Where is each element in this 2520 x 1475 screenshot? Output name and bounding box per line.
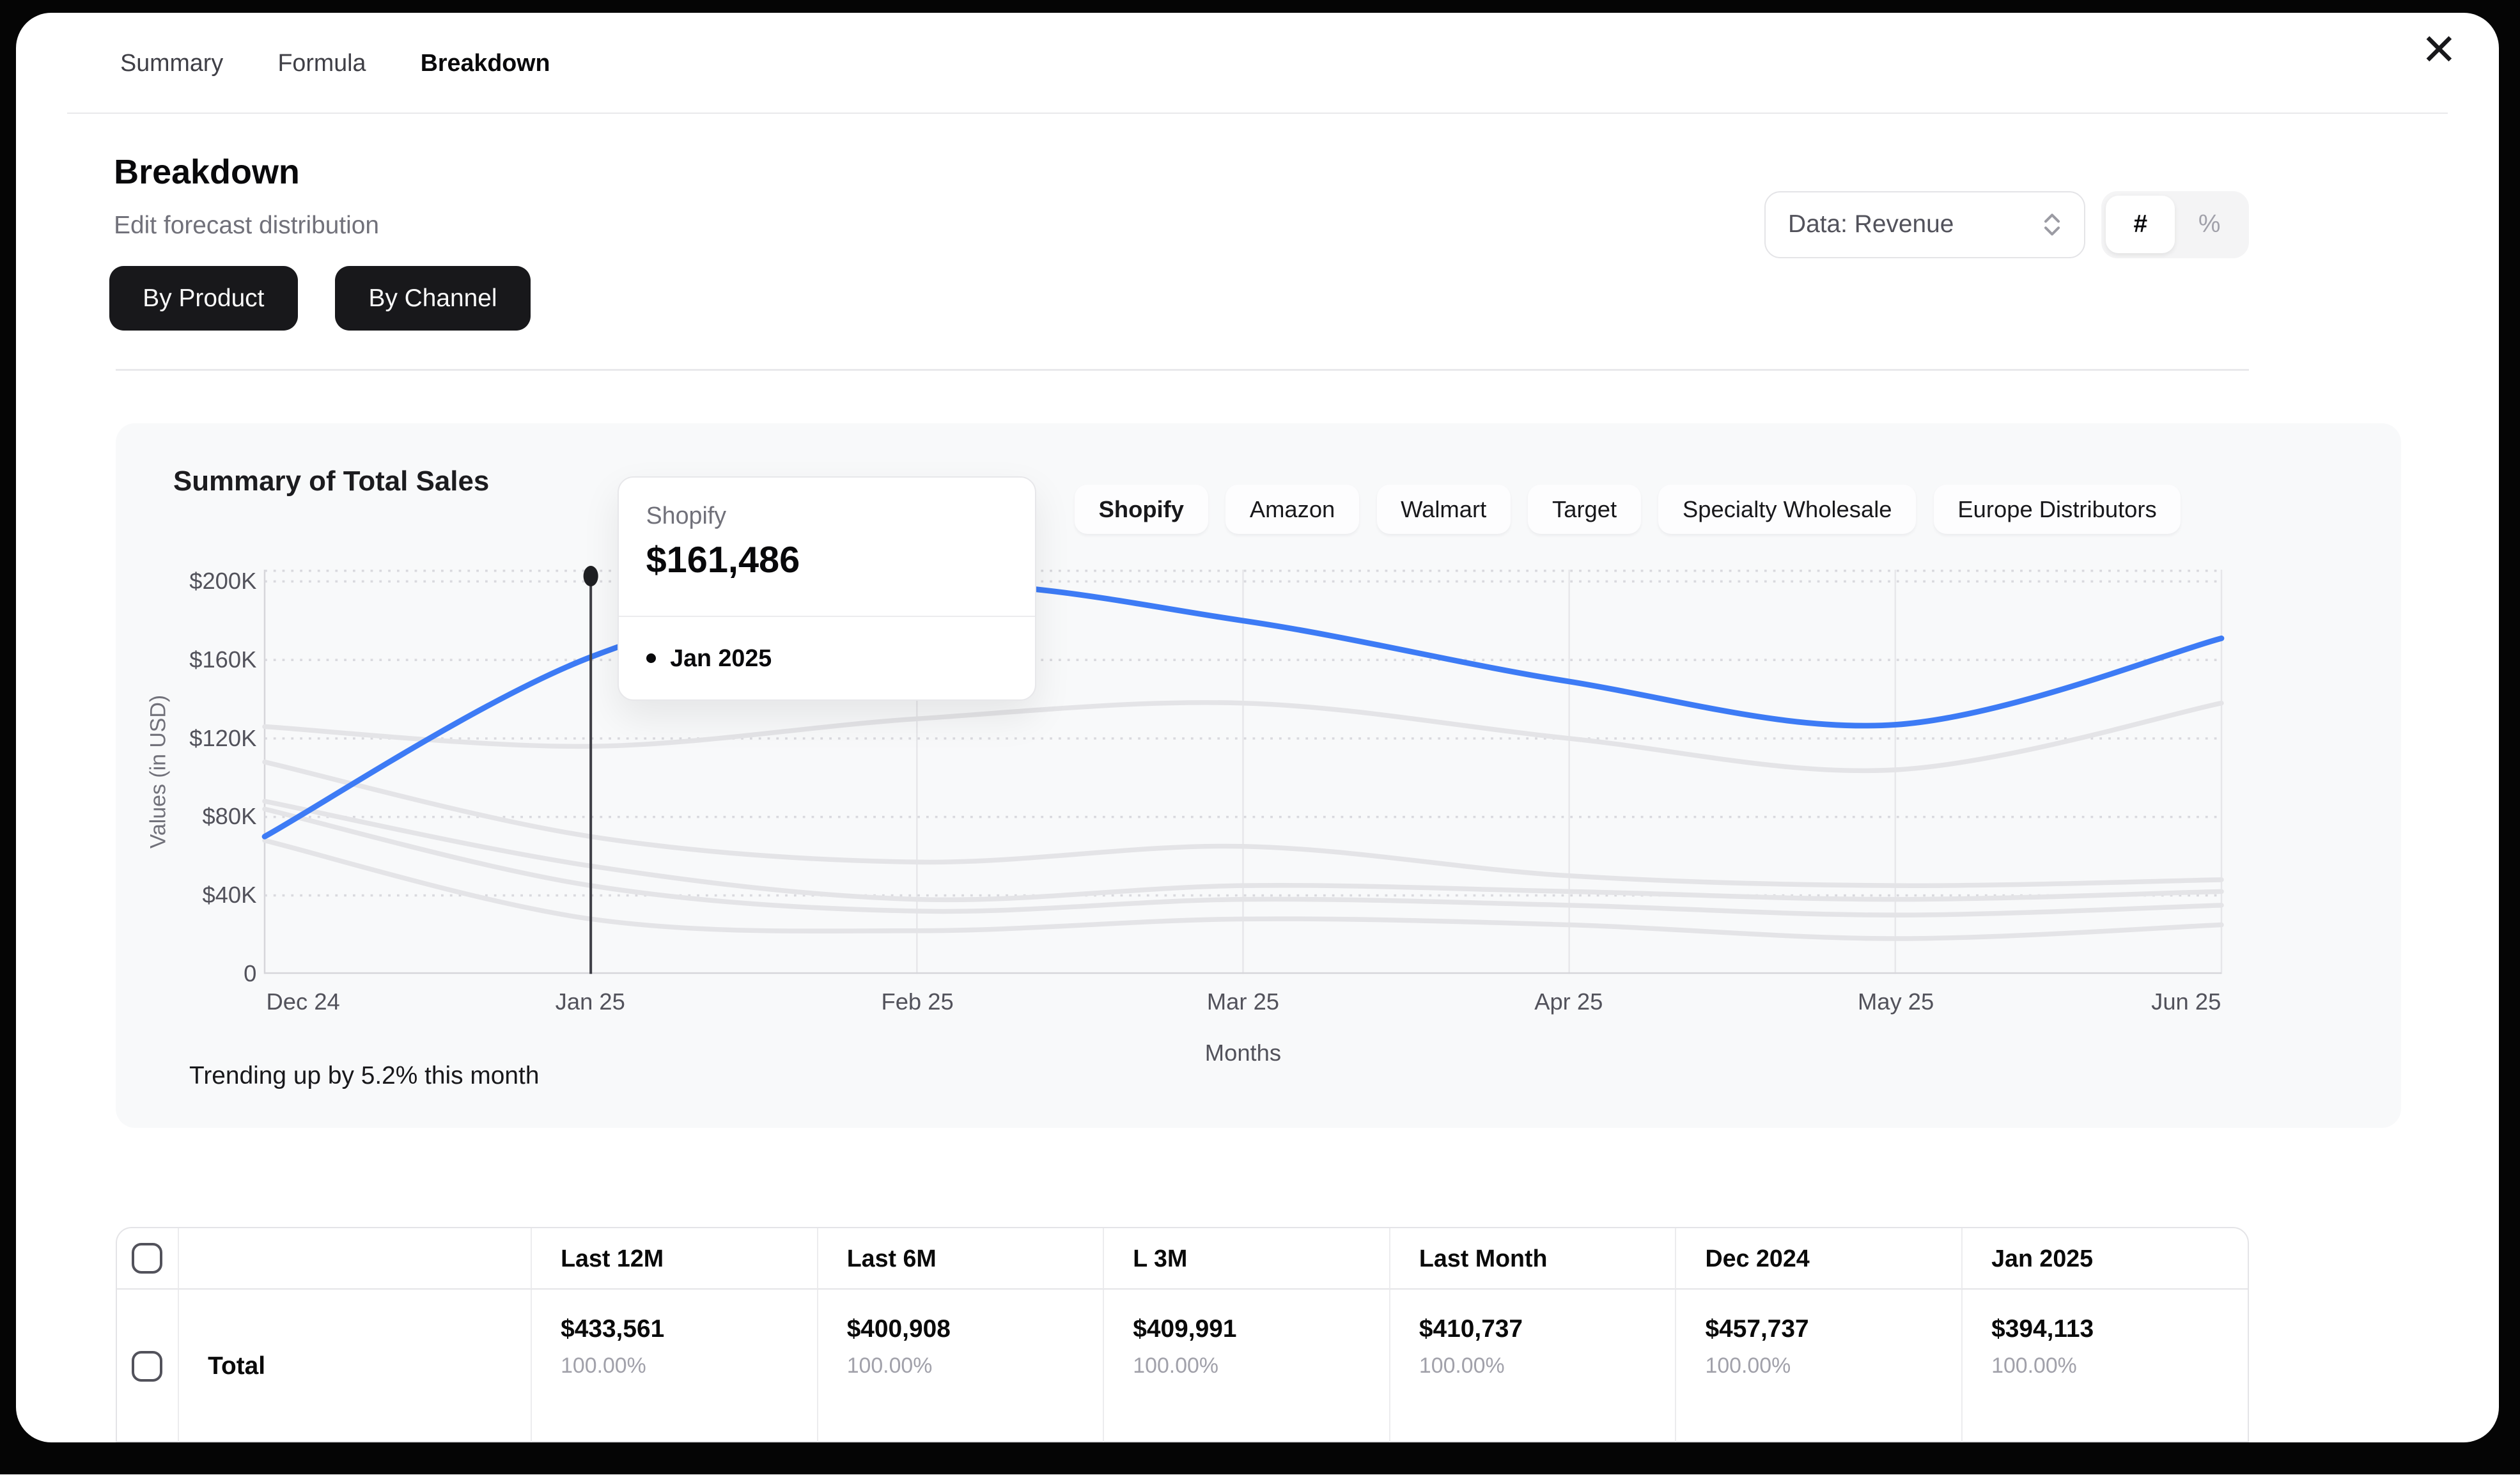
tooltip-header: Shopify $161,486 <box>618 478 1035 618</box>
chip-target[interactable]: Target <box>1528 484 1641 535</box>
x-tick-feb25: Feb 25 <box>881 988 954 1015</box>
breakdown-table: Last 12M Last 6M L 3M Last Month Dec 202… <box>115 1227 2249 1442</box>
tab-bar: Summary Formula Breakdown <box>67 13 2448 114</box>
column-header-last-12m: Last 12M <box>530 1228 817 1290</box>
breakdown-dialog: Summary Formula Breakdown ✕ Breakdown Ed… <box>16 13 2499 1442</box>
chip-amazon[interactable]: Amazon <box>1225 484 1359 535</box>
y-tick-80k: $80K <box>202 803 257 830</box>
cell-percent: 100.00% <box>846 1354 933 1378</box>
by-channel-button[interactable]: By Channel <box>334 266 531 331</box>
tab-summary[interactable]: Summary <box>120 49 224 76</box>
cell-amount: $433,561 <box>561 1315 665 1343</box>
x-tick-mar25: Mar 25 <box>1206 988 1280 1015</box>
chip-shopify[interactable]: Shopify <box>1075 484 1208 535</box>
unit-toggle-percent[interactable]: % <box>2198 210 2221 238</box>
chart-title: Summary of Total Sales <box>173 465 490 497</box>
cell-percent: 100.00% <box>561 1354 646 1378</box>
section-divider <box>115 369 2249 371</box>
tooltip-date: Jan 2025 <box>670 644 772 671</box>
select-all-checkbox[interactable] <box>132 1243 163 1274</box>
table-cell-l-3m: $409,991 100.00% <box>1103 1289 1389 1442</box>
cell-percent: 100.00% <box>1705 1354 1791 1378</box>
column-header-last-6m: Last 6M <box>816 1228 1103 1290</box>
cell-amount: $409,991 <box>1133 1315 1237 1343</box>
x-tick-jun25: Jun 25 <box>2151 988 2221 1015</box>
y-tick-0: 0 <box>244 960 257 987</box>
select-all-cell <box>116 1228 178 1290</box>
cell-percent: 100.00% <box>1991 1354 2077 1378</box>
x-tick-apr25: Apr 25 <box>1534 988 1603 1015</box>
column-header-jan-2025: Jan 2025 <box>1961 1228 2248 1290</box>
cell-amount: $410,737 <box>1419 1315 1523 1343</box>
line-chart-plot[interactable] <box>261 565 2225 974</box>
updown-chevron-icon <box>2044 214 2060 236</box>
tab-formula[interactable]: Formula <box>277 49 366 76</box>
column-header-last-month: Last Month <box>1388 1228 1676 1290</box>
bullet-icon <box>646 653 656 663</box>
chart-tooltip: Shopify $161,486 Jan 2025 <box>617 476 1036 701</box>
channel-chip-row: Shopify Amazon Walmart Target Specialty … <box>1075 484 2181 535</box>
trend-note: Trending up by 5.2% this month <box>189 1061 540 1089</box>
chip-europe-distributors[interactable]: Europe Distributors <box>1933 484 2181 535</box>
page-subtitle: Edit forecast distribution <box>114 212 379 240</box>
column-header-l-3m: L 3M <box>1103 1228 1389 1290</box>
tooltip-value: $161,486 <box>646 539 800 581</box>
y-tick-40k: $40K <box>202 882 257 909</box>
tab-breakdown[interactable]: Breakdown <box>420 49 550 76</box>
x-axis-label: Months <box>1204 1039 1282 1066</box>
cell-percent: 100.00% <box>1419 1354 1505 1378</box>
chart-card: Summary of Total Sales Shopify Amazon Wa… <box>115 423 2401 1128</box>
tooltip-series-name: Shopify <box>646 501 727 529</box>
tooltip-footer: Jan 2025 <box>619 617 1035 699</box>
view-buttons: By Product By Channel <box>109 266 531 331</box>
row-select-cell <box>117 1290 178 1442</box>
x-tick-jan25: Jan 25 <box>555 988 625 1015</box>
row-label: Total <box>177 1289 531 1442</box>
x-tick-may25: May 25 <box>1857 988 1934 1015</box>
data-select[interactable]: Data: Revenue <box>1764 191 2085 258</box>
table-cell-last-12m: $433,561 100.00% <box>530 1289 817 1442</box>
x-tick-dec24: Dec 24 <box>266 988 340 1015</box>
column-header-label <box>177 1228 531 1290</box>
table-cell-jan-2025: $394,113 100.00% <box>1961 1289 2248 1442</box>
data-select-label: Data: Revenue <box>1788 210 1954 238</box>
y-tick-120k: $120K <box>189 724 257 751</box>
unit-toggle-number[interactable]: # <box>2106 196 2175 254</box>
page-title: Breakdown <box>114 153 300 192</box>
close-icon[interactable]: ✕ <box>2421 26 2457 75</box>
chip-walmart[interactable]: Walmart <box>1376 484 1511 535</box>
table-cell-last-6m: $400,908 100.00% <box>816 1289 1103 1442</box>
chip-specialty-wholesale[interactable]: Specialty Wholesale <box>1658 484 1917 535</box>
cell-amount: $400,908 <box>846 1315 951 1343</box>
y-tick-160k: $160K <box>189 646 257 673</box>
unit-toggle: # % <box>2101 191 2249 258</box>
total-row-checkbox[interactable] <box>132 1351 163 1382</box>
y-tick-200k: $200K <box>189 567 257 594</box>
header-controls: Data: Revenue # % <box>1764 191 2249 258</box>
cell-percent: 100.00% <box>1133 1354 1218 1378</box>
table-cell-last-month: $410,737 100.00% <box>1388 1289 1676 1442</box>
table-cell-dec-2024: $457,737 100.00% <box>1675 1289 1961 1442</box>
by-product-button[interactable]: By Product <box>109 266 299 331</box>
cell-amount: $457,737 <box>1705 1315 1809 1343</box>
column-header-dec-2024: Dec 2024 <box>1675 1228 1961 1290</box>
cell-amount: $394,113 <box>1991 1315 2094 1343</box>
